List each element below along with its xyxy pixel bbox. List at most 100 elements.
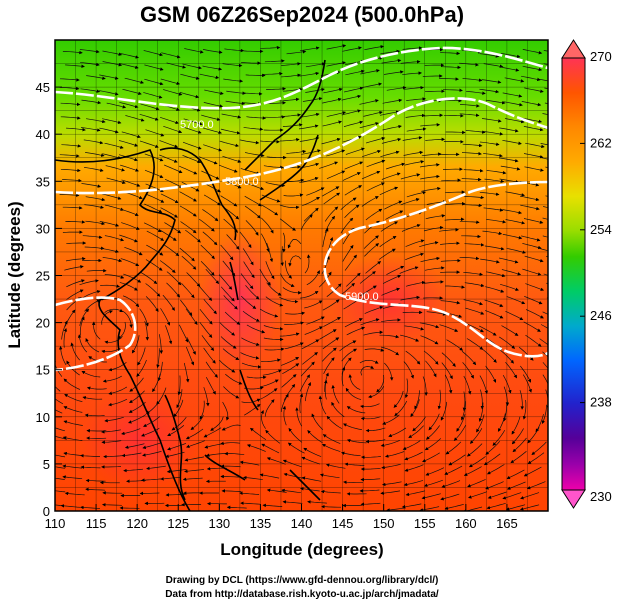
streamline-arrow bbox=[300, 361, 315, 377]
streamline-arrow bbox=[219, 360, 236, 373]
x-tick-label: 130 bbox=[208, 516, 230, 531]
streamline-arrow bbox=[381, 463, 401, 470]
streamline-arrow bbox=[344, 254, 357, 271]
y-tick-label: 0 bbox=[43, 504, 50, 519]
streamline-arrow bbox=[521, 101, 542, 107]
streamline-arrow bbox=[453, 425, 467, 442]
streamline-arrow bbox=[145, 259, 163, 271]
streamline-arrow bbox=[484, 299, 504, 307]
streamline-arrow bbox=[320, 489, 341, 494]
streamline-arrow bbox=[59, 78, 80, 82]
colorbar-tick-label: 246 bbox=[590, 308, 612, 323]
streamline-arrow bbox=[445, 201, 466, 206]
streamline-arrow bbox=[341, 451, 361, 457]
streamline-arrow bbox=[279, 218, 297, 231]
streamline-arrow bbox=[259, 473, 280, 479]
streamline-arrow bbox=[280, 393, 289, 413]
streamline-arrow bbox=[342, 244, 354, 262]
streamline-arrow bbox=[202, 49, 223, 54]
streamline-arrow bbox=[326, 415, 342, 429]
streamline-arrow bbox=[178, 165, 198, 175]
streamline-arrow bbox=[79, 316, 85, 336]
streamline-arrow bbox=[404, 160, 425, 166]
streamline-arrow bbox=[540, 157, 548, 160]
streamline-arrow bbox=[331, 401, 345, 418]
streamline-arrow bbox=[179, 205, 197, 217]
streamline-arrow bbox=[266, 282, 282, 296]
streamline-arrow bbox=[487, 491, 507, 499]
streamline-arrow bbox=[307, 500, 327, 504]
streamline-arrow bbox=[141, 427, 160, 437]
streamline-arrow bbox=[379, 110, 400, 116]
streamline-arrow bbox=[263, 337, 284, 342]
streamline-arrow bbox=[222, 63, 243, 68]
x-tick-label: 140 bbox=[291, 516, 313, 531]
streamline-arrow bbox=[299, 46, 320, 52]
streamline-arrow bbox=[502, 492, 522, 500]
streamline-arrow bbox=[456, 413, 466, 432]
streamline-arrow bbox=[246, 116, 267, 120]
streamline-arrow bbox=[62, 178, 82, 183]
streamline-arrow bbox=[388, 427, 407, 438]
streamline-arrow bbox=[483, 131, 504, 136]
streamline-arrow bbox=[299, 136, 320, 142]
streamline-arrow bbox=[321, 137, 341, 145]
streamline-arrow bbox=[326, 44, 347, 50]
streamline-arrow bbox=[485, 99, 506, 105]
streamline-arrow bbox=[263, 325, 284, 331]
streamline-arrow bbox=[462, 391, 467, 412]
streamline-arrow bbox=[99, 90, 119, 96]
streamline-arrow bbox=[108, 398, 128, 407]
streamline-arrow bbox=[265, 296, 284, 307]
streamline-arrow bbox=[319, 473, 340, 479]
streamline-arrow bbox=[302, 196, 321, 206]
streamline-arrow bbox=[484, 245, 505, 251]
colorbar-body bbox=[561, 57, 586, 491]
streamline-arrow bbox=[365, 261, 382, 274]
streamline-arrow bbox=[343, 120, 364, 127]
streamline-arrow bbox=[161, 52, 181, 59]
streamline-arrow bbox=[239, 491, 260, 496]
streamline-arrow bbox=[459, 104, 480, 108]
streamline-arrow bbox=[400, 334, 420, 342]
streamline-arrow bbox=[486, 502, 506, 510]
streamline-arrow bbox=[521, 235, 541, 242]
streamline-arrow bbox=[241, 337, 260, 346]
streamline-arrow bbox=[464, 282, 485, 288]
streamline-arrow bbox=[400, 60, 421, 64]
streamline-arrow bbox=[445, 285, 465, 289]
streamline-arrow bbox=[405, 350, 421, 365]
streamline-arrow bbox=[464, 195, 485, 200]
x-tick-label: 155 bbox=[414, 516, 436, 531]
streamline-arrow bbox=[321, 504, 341, 509]
streamline-arrow bbox=[123, 273, 142, 283]
streamline-arrow bbox=[425, 467, 445, 476]
streamline-arrow bbox=[281, 73, 301, 78]
streamline-arrow bbox=[520, 365, 531, 383]
streamline-arrow bbox=[104, 336, 123, 344]
streamline-arrow bbox=[219, 322, 236, 336]
streamline-arrow bbox=[466, 90, 486, 95]
streamline-arrow bbox=[326, 61, 346, 67]
streamline-arrow bbox=[361, 170, 381, 180]
streamline-arrow bbox=[259, 268, 271, 286]
streamline-arrow bbox=[182, 154, 201, 164]
streamline-arrow bbox=[260, 410, 266, 429]
streamline-arrow bbox=[180, 299, 193, 316]
streamline-arrow bbox=[279, 138, 300, 142]
streamline-arrow bbox=[506, 481, 526, 490]
streamline-arrow bbox=[144, 153, 164, 162]
streamline-arrow bbox=[190, 414, 204, 431]
streamline-arrow bbox=[469, 428, 483, 444]
streamline-arrow bbox=[184, 469, 204, 473]
streamline-arrow bbox=[506, 469, 525, 479]
streamline-arrow bbox=[179, 191, 197, 202]
gridlines bbox=[55, 40, 548, 511]
y-tick-label: 5 bbox=[43, 457, 50, 472]
streamline-arrow bbox=[220, 286, 235, 302]
streamline-arrow bbox=[420, 335, 439, 345]
streamline-arrow bbox=[321, 443, 341, 452]
streamline-arrow bbox=[164, 178, 184, 188]
streamline-arrow bbox=[400, 198, 420, 206]
streamline-arrow bbox=[117, 321, 126, 340]
